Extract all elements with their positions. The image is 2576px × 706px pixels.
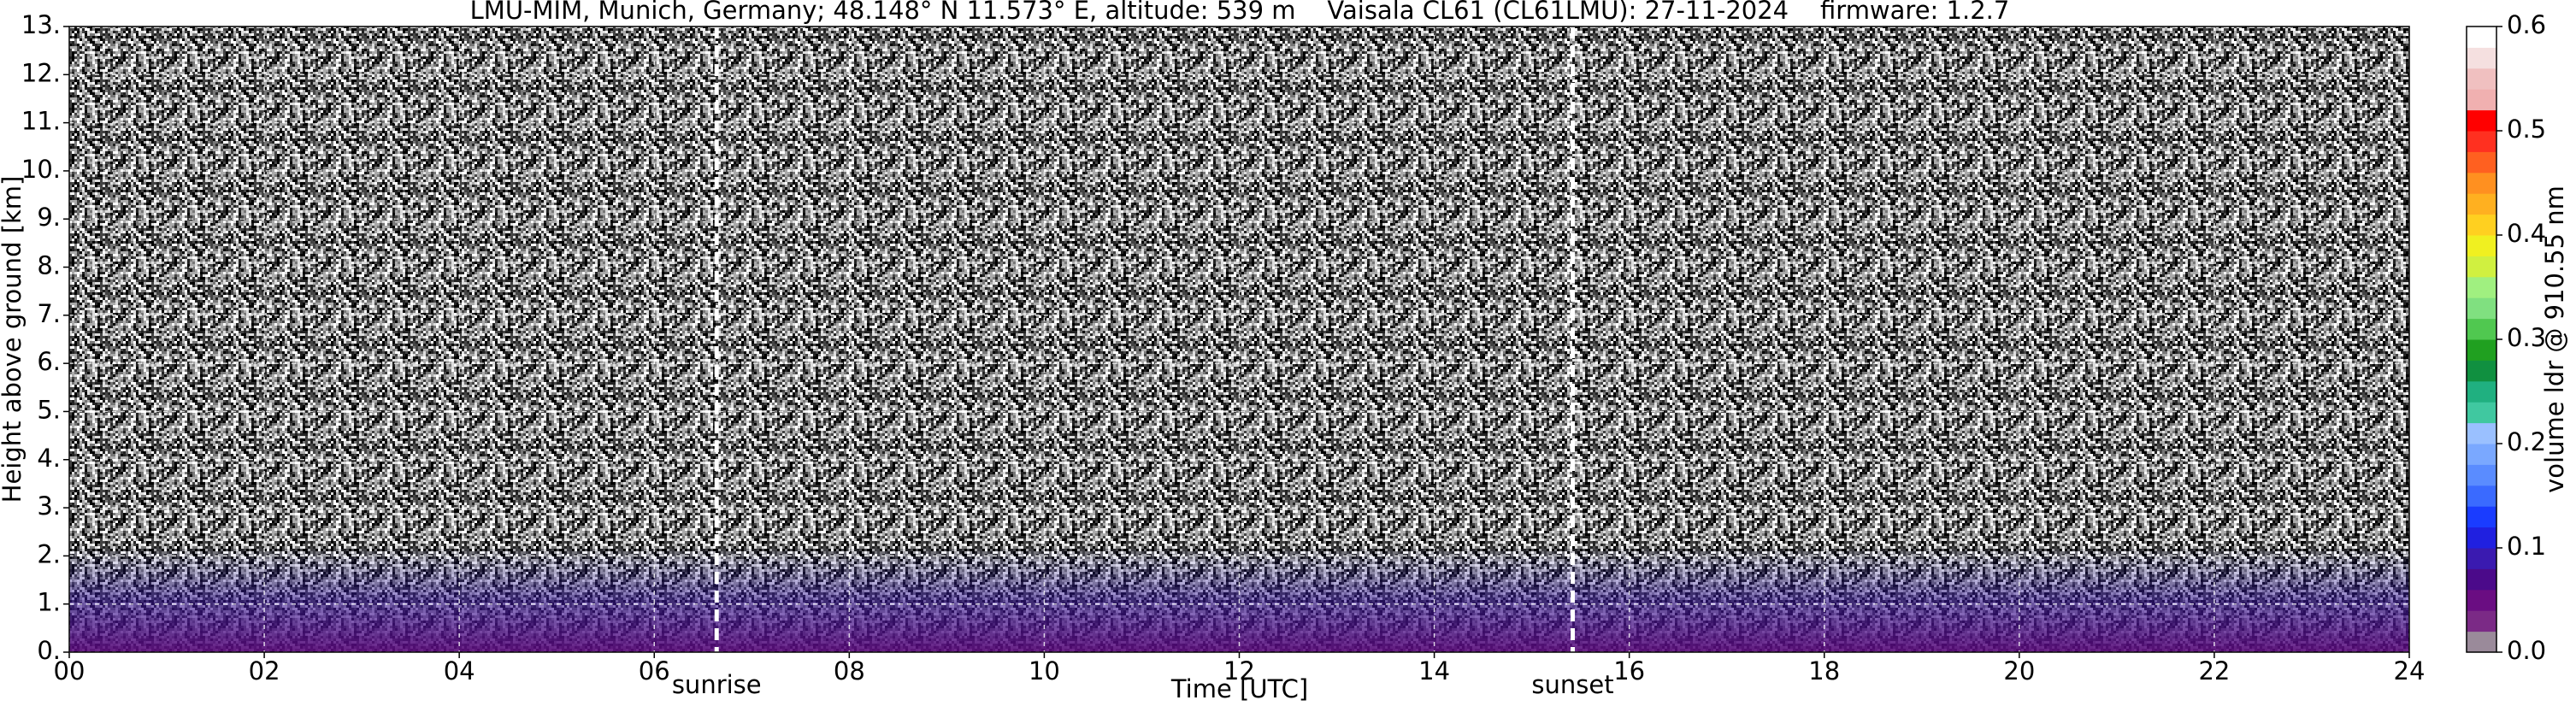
y-tick-label: 0. [37, 636, 61, 665]
y-tick-label: 9. [37, 203, 61, 232]
colorbar-segment [2467, 506, 2496, 528]
x-tick-label: 16 [1613, 656, 1645, 685]
y-tick-label: 3. [37, 491, 61, 521]
colorbar-tick-label: 0.4 [2507, 219, 2546, 248]
colorbar-segment [2467, 360, 2496, 382]
colorbar-segment [2467, 444, 2496, 465]
y-tick-label: 1. [37, 588, 61, 617]
annotation-label: sunrise [672, 670, 762, 699]
colorbar-segment [2467, 318, 2496, 340]
colorbar-segment [2467, 109, 2496, 132]
colorbar-segment [2467, 485, 2496, 507]
colorbar-segment [2467, 235, 2496, 256]
x-tick-label: 18 [1808, 656, 1840, 685]
x-tick-label: 02 [249, 656, 280, 685]
x-tick-label: 10 [1029, 656, 1060, 685]
colorbar-segment [2467, 610, 2496, 632]
x-tick-label: 22 [2198, 656, 2230, 685]
colorbar-segment [2467, 172, 2496, 194]
colorbar-segment [2467, 68, 2496, 90]
x-tick-label: 14 [1418, 656, 1450, 685]
colorbar-label: volume ldr @ 910.55 nm [2540, 185, 2569, 493]
colorbar-segment [2467, 89, 2496, 111]
colorbar-segment [2467, 568, 2496, 591]
colorbar-segment [2467, 402, 2496, 424]
y-tick-label: 12. [21, 58, 61, 87]
x-tick-label: 06 [639, 656, 670, 685]
y-tick-label: 10. [21, 155, 61, 184]
colorbar-tick-label: 0.5 [2507, 115, 2546, 144]
colorbar-tick-label: 0.2 [2507, 427, 2546, 456]
y-tick-label: 2. [37, 539, 61, 568]
chart-title: LMU-MIM, Munich, Germany; 48.148° N 11.5… [470, 0, 2010, 25]
colorbar-segment [2467, 380, 2496, 403]
y-tick-label: 6. [37, 347, 61, 376]
y-tick-label: 8. [37, 251, 61, 280]
colorbar-segment [2467, 297, 2496, 320]
x-tick-label: 24 [2394, 656, 2426, 685]
colorbar-tick-label: 0.0 [2507, 636, 2546, 665]
colorbar-segment [2467, 214, 2496, 236]
y-axis-label: Height above ground [km] [0, 176, 27, 503]
annotation-label: sunset [1531, 670, 1613, 699]
colorbar-segment [2467, 47, 2496, 69]
y-tick-label: 7. [37, 299, 61, 328]
colorbar-segment [2467, 589, 2496, 611]
x-tick-label: 12 [1223, 656, 1255, 685]
colorbar-segment [2467, 548, 2496, 569]
colorbar-segment [2467, 193, 2496, 215]
colorbar-segment [2467, 464, 2496, 486]
colorbar-segment [2467, 276, 2496, 298]
colorbar-segment [2467, 422, 2496, 444]
colorbar-segment [2467, 339, 2496, 361]
plot-frame [68, 26, 2410, 653]
x-tick-label: 00 [54, 656, 85, 685]
y-tick-label: 11. [21, 107, 61, 136]
colorbar-tick-label: 0.1 [2507, 532, 2546, 561]
x-tick-label: 08 [834, 656, 865, 685]
colorbar-tick-label: 0.6 [2507, 10, 2546, 39]
colorbar-segment [2467, 26, 2496, 48]
colorbar-segment [2467, 131, 2496, 152]
x-axis-label: Time [UTC] [1170, 674, 1308, 703]
colorbar-segment [2467, 527, 2496, 549]
x-tick-label: 20 [2003, 656, 2035, 685]
y-tick-label: 5. [37, 395, 61, 424]
y-tick-label: 13. [21, 10, 61, 39]
colorbar-tick-label: 0.3 [2507, 323, 2546, 352]
colorbar-segment [2467, 631, 2496, 653]
colorbar-segment [2467, 256, 2496, 278]
x-tick-label: 04 [444, 656, 475, 685]
y-tick-label: 4. [37, 444, 61, 473]
colorbar-segment [2467, 151, 2496, 174]
